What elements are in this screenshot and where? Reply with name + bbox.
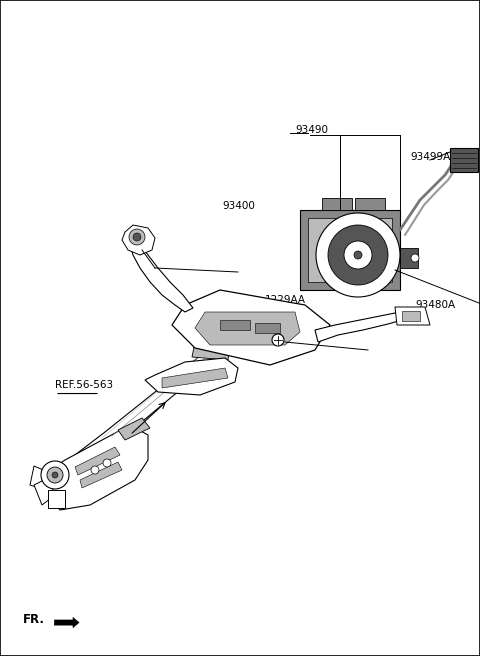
Circle shape <box>316 213 400 297</box>
Circle shape <box>272 334 284 346</box>
Polygon shape <box>48 425 148 510</box>
Polygon shape <box>48 490 65 508</box>
Circle shape <box>129 229 145 245</box>
Polygon shape <box>395 307 430 325</box>
Circle shape <box>41 461 69 489</box>
Circle shape <box>133 233 141 241</box>
Polygon shape <box>308 218 392 282</box>
Text: 1229AA: 1229AA <box>265 295 306 305</box>
Polygon shape <box>255 323 280 333</box>
Polygon shape <box>195 312 300 345</box>
Text: 93490: 93490 <box>295 125 328 135</box>
Text: 93480A: 93480A <box>415 300 455 310</box>
Polygon shape <box>172 290 330 365</box>
Polygon shape <box>355 198 385 210</box>
Polygon shape <box>30 466 48 490</box>
Polygon shape <box>402 311 420 321</box>
Circle shape <box>328 225 388 285</box>
Polygon shape <box>80 462 122 488</box>
Circle shape <box>52 472 58 478</box>
Polygon shape <box>192 342 230 360</box>
Polygon shape <box>300 210 400 290</box>
Polygon shape <box>122 225 155 255</box>
Polygon shape <box>162 368 228 388</box>
Polygon shape <box>34 478 55 505</box>
Polygon shape <box>322 198 352 210</box>
Circle shape <box>103 459 111 467</box>
Circle shape <box>91 466 99 474</box>
Polygon shape <box>118 418 150 440</box>
Polygon shape <box>130 240 193 312</box>
Text: REF.56-563: REF.56-563 <box>55 380 113 390</box>
Polygon shape <box>450 148 478 172</box>
Polygon shape <box>75 447 120 475</box>
Polygon shape <box>315 312 402 342</box>
Polygon shape <box>220 320 250 330</box>
Polygon shape <box>400 248 418 268</box>
Circle shape <box>411 254 419 262</box>
Polygon shape <box>145 358 238 395</box>
Polygon shape <box>45 345 222 478</box>
Polygon shape <box>54 617 79 628</box>
Circle shape <box>47 467 63 483</box>
Text: 93499A: 93499A <box>410 152 450 162</box>
Text: FR.: FR. <box>23 613 45 626</box>
Circle shape <box>354 251 362 259</box>
Circle shape <box>344 241 372 269</box>
Text: 93400: 93400 <box>222 201 255 211</box>
